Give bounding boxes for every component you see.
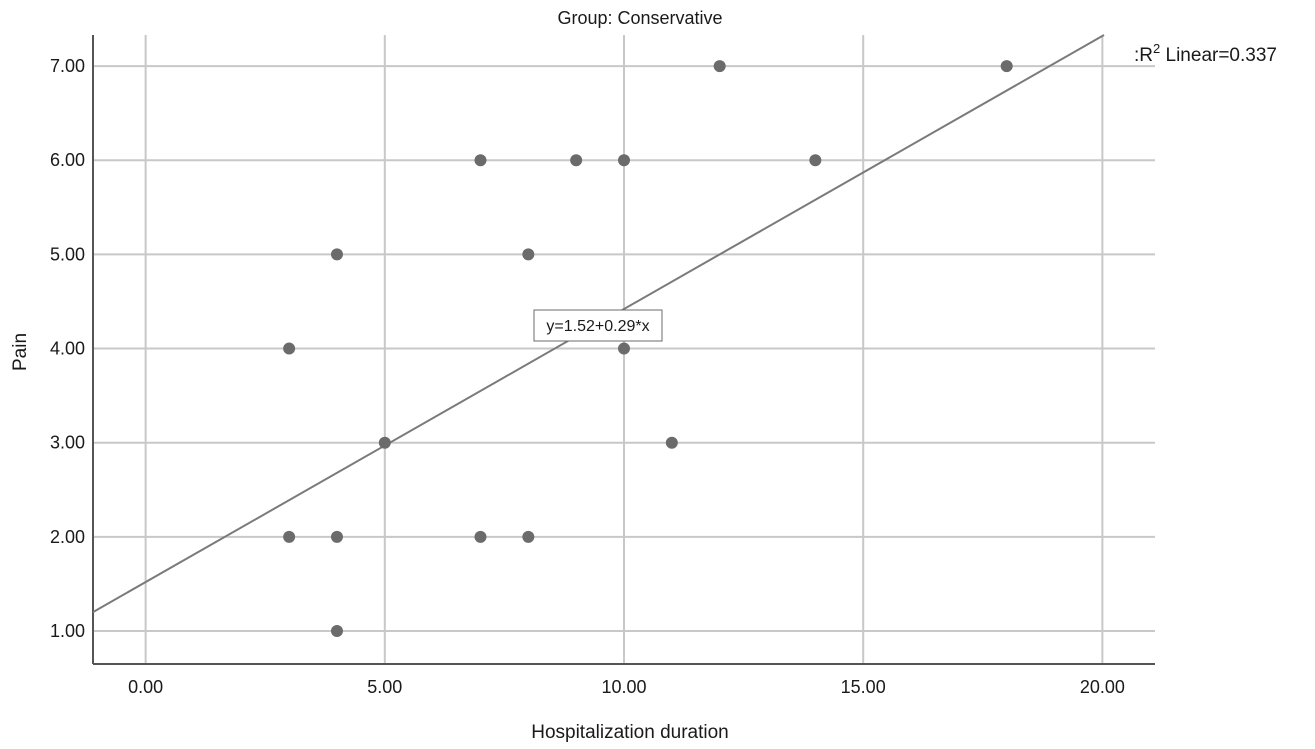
y-tick-label: 5.00: [50, 244, 85, 264]
data-point: [330, 625, 343, 638]
data-point: [809, 154, 822, 167]
data-point: [330, 530, 343, 543]
y-tick-label: 1.00: [50, 621, 85, 641]
y-axis-label: Pain: [10, 333, 31, 371]
data-point: [570, 154, 583, 167]
data-point: [713, 60, 726, 73]
data-point: [474, 154, 487, 167]
chart-title: Group: Conservative: [557, 8, 722, 28]
data-point: [618, 154, 630, 167]
x-tick-label: 5.00: [367, 677, 402, 697]
x-tick-label: 15.00: [841, 677, 886, 697]
x-tick-label: 0.00: [128, 677, 163, 697]
fit-equation-frame: [533, 309, 663, 342]
axes: [92, 35, 1155, 665]
y-tick-label: 7.00: [50, 56, 85, 76]
data-point: [474, 530, 487, 543]
x-tick-label: 20.00: [1080, 677, 1125, 697]
x-tick-label: 10.00: [601, 677, 646, 697]
data-point: [522, 530, 535, 543]
data-point: [618, 342, 630, 355]
fit-equation-label: y=1.52+0.29*x: [546, 318, 649, 335]
y-tick-label: 3.00: [50, 433, 85, 453]
data-point: [283, 342, 296, 355]
y-tick-label: 4.00: [50, 339, 85, 359]
x-axis-label: Hospitalization duration: [531, 722, 729, 743]
r-squared-label: :R2 Linear=0.337: [1134, 41, 1277, 66]
r-squared-value: Linear=0.337: [1166, 45, 1277, 66]
fit-equation-box: y=1.52+0.29*x: [533, 309, 663, 342]
data-points: [283, 60, 1013, 638]
data-point: [665, 436, 678, 449]
y-tick-label: 6.00: [50, 150, 85, 170]
data-point: [1000, 60, 1013, 73]
y-tick-label: 2.00: [50, 527, 85, 547]
data-point: [522, 248, 535, 261]
data-point: [330, 248, 343, 261]
data-point: [378, 436, 391, 449]
tick-labels: 0.00 5.00 10.00 15.00 20.00 1.00 2.00 3.00 4.00 5…: [50, 56, 1125, 697]
data-point: [283, 530, 296, 543]
